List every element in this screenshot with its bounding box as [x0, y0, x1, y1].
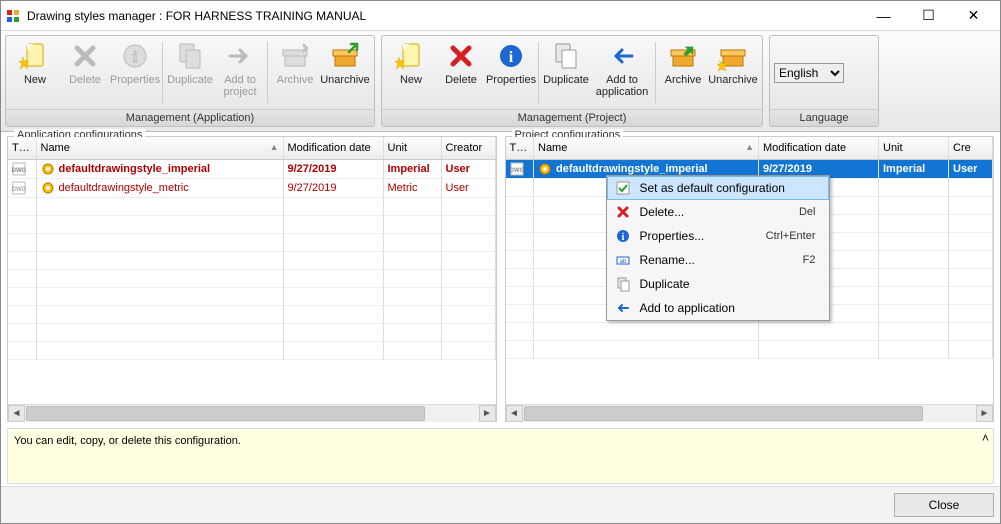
archive-icon [279, 40, 311, 72]
info-text: You can edit, copy, or delete this confi… [14, 435, 241, 447]
svg-text:i: i [133, 49, 138, 66]
proj-properties-button[interactable]: i Properties [486, 38, 536, 107]
language-select[interactable]: English [774, 63, 844, 83]
app-properties-button: i Properties [110, 38, 160, 107]
svg-text:ab: ab [619, 259, 626, 265]
proj-hscroll[interactable]: ◄► [506, 404, 994, 421]
proj-add-to-application-button[interactable]: Add to application [591, 38, 653, 107]
context-item-rename[interactable]: abRename...F2 [607, 248, 829, 272]
svg-text:i: i [509, 49, 514, 66]
info-icon: i [612, 228, 634, 244]
col-tag[interactable]: T… [8, 137, 36, 159]
col-mod[interactable]: Modification date [759, 137, 879, 159]
maximize-button[interactable]: ☐ [906, 1, 951, 31]
arrow-left-icon [606, 40, 638, 72]
rename-icon: ab [612, 252, 634, 268]
unarchive-icon [329, 40, 361, 72]
context-item-duplicate[interactable]: Duplicate [607, 272, 829, 296]
context-menu: Set as default configurationDelete...Del… [606, 175, 830, 321]
proj-duplicate-button[interactable]: Duplicate [541, 38, 591, 107]
context-item-back[interactable]: Add to application [607, 296, 829, 320]
app-new-button[interactable]: New [10, 38, 60, 107]
window-title: Drawing styles manager : FOR HARNESS TRA… [27, 9, 861, 23]
ribbon: New Delete i Properties Duplicate Add to… [1, 31, 1000, 132]
app-table: T… Name▲ Modification date Unit Creator … [8, 137, 496, 360]
svg-text:DWG: DWG [12, 187, 27, 193]
unarchive-icon [717, 40, 749, 72]
table-row-empty [8, 305, 495, 323]
info-bar: You can edit, copy, or delete this confi… [7, 428, 994, 484]
app-archive-button: Archive [270, 38, 320, 107]
svg-text:DWG: DWG [510, 168, 525, 174]
properties-icon: i [119, 40, 151, 72]
app-unarchive-button[interactable]: Unarchive [320, 38, 370, 107]
app-icon [5, 8, 21, 24]
table-row-empty [8, 341, 495, 359]
col-unit[interactable]: Unit [383, 137, 441, 159]
app-duplicate-button: Duplicate [165, 38, 215, 107]
table-row-empty [8, 233, 495, 251]
table-row-empty [8, 251, 495, 269]
setdefault-icon [612, 180, 634, 196]
table-row-empty [8, 215, 495, 233]
svg-text:i: i [621, 232, 624, 243]
table-row-empty [506, 322, 993, 340]
close-window-button[interactable]: ✕ [951, 1, 996, 31]
ribbon-group-project: New Delete i Properties Duplicate Add to… [381, 35, 763, 127]
table-row-empty [8, 269, 495, 287]
col-mod[interactable]: Modification date [283, 137, 383, 159]
ribbon-group-language: English Language [769, 35, 879, 127]
table-row-empty [8, 323, 495, 341]
minimize-button[interactable]: — [861, 1, 906, 31]
ribbon-caption-project: Management (Project) [382, 109, 762, 126]
col-tag[interactable]: T… [506, 137, 534, 159]
duplicate-icon [550, 40, 582, 72]
context-item-info[interactable]: iProperties...Ctrl+Enter [607, 224, 829, 248]
duplicate-icon [174, 40, 206, 72]
ribbon-caption-app: Management (Application) [6, 109, 374, 126]
footer: Close [1, 486, 1000, 523]
table-row-empty [506, 340, 993, 358]
arrow-right-icon [224, 40, 256, 72]
archive-icon [667, 40, 699, 72]
panels: Application configurations T… Name▲ Modi… [1, 132, 1000, 426]
context-item-setdefault[interactable]: Set as default configuration [607, 176, 829, 200]
new-icon [395, 40, 427, 72]
properties-icon: i [495, 40, 527, 72]
table-row-empty [8, 197, 495, 215]
proj-unarchive-button[interactable]: Unarchive [708, 38, 758, 107]
back-icon [612, 300, 634, 316]
col-name[interactable]: Name▲ [36, 137, 283, 159]
proj-new-button[interactable]: New [386, 38, 436, 107]
table-row[interactable]: DWGdefaultdrawingstyle_imperial9/27/2019… [8, 159, 495, 178]
col-name[interactable]: Name▲ [534, 137, 759, 159]
panel-application: Application configurations T… Name▲ Modi… [7, 136, 497, 422]
new-icon [19, 40, 51, 72]
table-row[interactable]: DWGdefaultdrawingstyle_metric9/27/2019Me… [8, 178, 495, 197]
col-creator[interactable]: Cre [949, 137, 993, 159]
duplicate-icon [612, 276, 634, 292]
titlebar: Drawing styles manager : FOR HARNESS TRA… [1, 1, 1000, 31]
delete-icon [69, 40, 101, 72]
delete-icon [445, 40, 477, 72]
proj-archive-button[interactable]: Archive [658, 38, 708, 107]
ribbon-caption-language: Language [770, 109, 878, 126]
ribbon-group-app: New Delete i Properties Duplicate Add to… [5, 35, 375, 127]
close-button[interactable]: Close [894, 493, 994, 517]
app-delete-button: Delete [60, 38, 110, 107]
table-row-empty [8, 287, 495, 305]
panel-project: Project configurations T… Name▲ Modifica… [505, 136, 995, 422]
context-item-delete[interactable]: Delete...Del [607, 200, 829, 224]
app-hscroll[interactable]: ◄► [8, 404, 496, 421]
delete-icon [612, 204, 634, 220]
proj-delete-button[interactable]: Delete [436, 38, 486, 107]
info-close-icon[interactable]: ˄ [982, 431, 989, 445]
svg-text:DWG: DWG [12, 168, 27, 174]
col-unit[interactable]: Unit [879, 137, 949, 159]
app-add-to-project-button: Add to project [215, 38, 265, 107]
col-creator[interactable]: Creator [441, 137, 495, 159]
